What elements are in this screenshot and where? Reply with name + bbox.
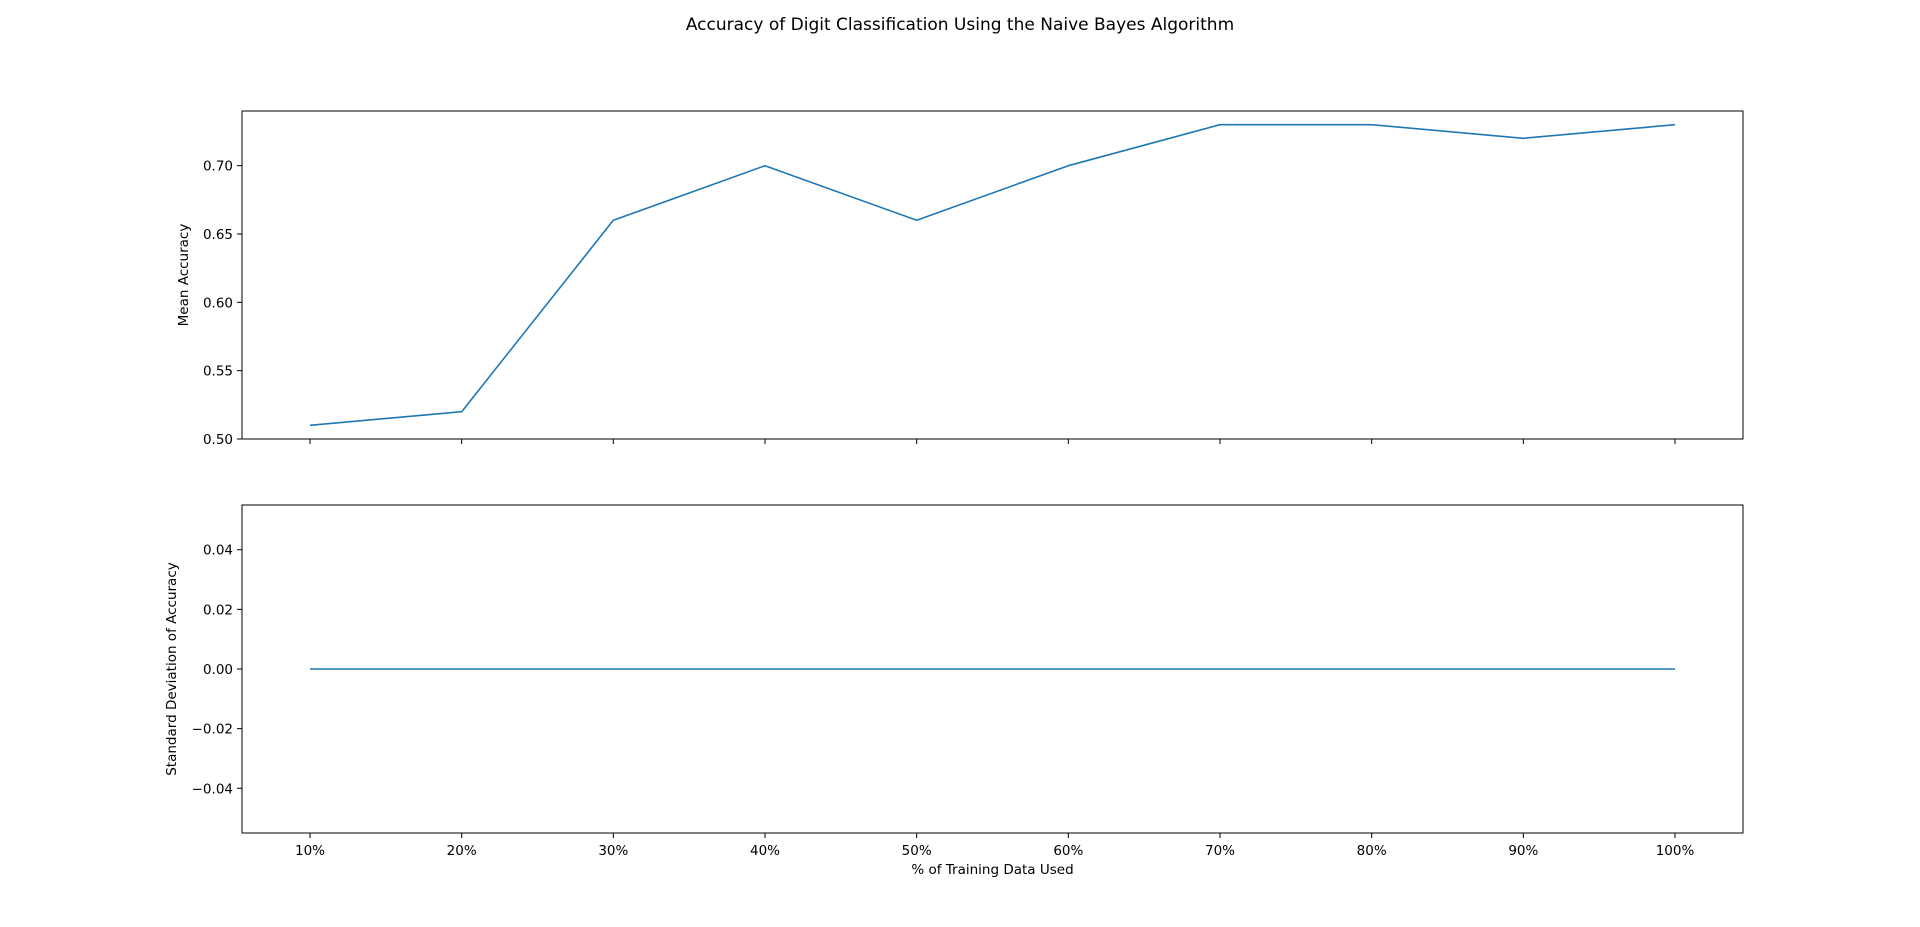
x-tick-label: 50%	[902, 843, 932, 859]
series-line	[309, 123, 1676, 427]
std-accuracy-axes: −0.04 −0.02 0.00 0.02 0.04 10% 20% 30% 40% 50% 60%…	[164, 504, 1744, 878]
x-tick-label: 80%	[1357, 843, 1387, 859]
x-tick-label: 90%	[1508, 843, 1538, 859]
y-tick-label: 0.55	[203, 364, 233, 380]
y-tick-label: 0.02	[203, 602, 233, 618]
x-tick-label: 60%	[1053, 843, 1083, 859]
y-axis-label: Mean Accuracy	[176, 224, 192, 327]
x-axis-label: % of Training Data Used	[911, 862, 1073, 878]
x-tick-label: 30%	[598, 843, 628, 859]
y-tick-label: 0.00	[203, 662, 233, 678]
mean-accuracy-axes: 0.50 0.55 0.60 0.65 0.70 Mean Accuracy	[176, 110, 1744, 448]
x-tick-label: 10%	[295, 843, 325, 859]
y-tick-label: −0.02	[192, 722, 233, 738]
y-tick-label: −0.04	[192, 781, 233, 797]
x-tick-label: 40%	[750, 843, 780, 859]
y-tick-label: 0.04	[203, 543, 233, 559]
x-tick-label: 100%	[1656, 843, 1695, 859]
axes-frame	[241, 110, 1744, 440]
x-tick-label: 70%	[1205, 843, 1235, 859]
y-tick-label: 0.50	[203, 432, 233, 448]
y-tick-label: 0.65	[203, 227, 233, 243]
figure-title: Accuracy of Digit Classification Using t…	[686, 15, 1234, 35]
y-tick-label: 0.70	[203, 159, 233, 175]
y-tick-label: 0.60	[203, 295, 233, 311]
x-tick-label: 20%	[447, 843, 477, 859]
y-axis-label: Standard Deviation of Accuracy	[164, 562, 180, 776]
